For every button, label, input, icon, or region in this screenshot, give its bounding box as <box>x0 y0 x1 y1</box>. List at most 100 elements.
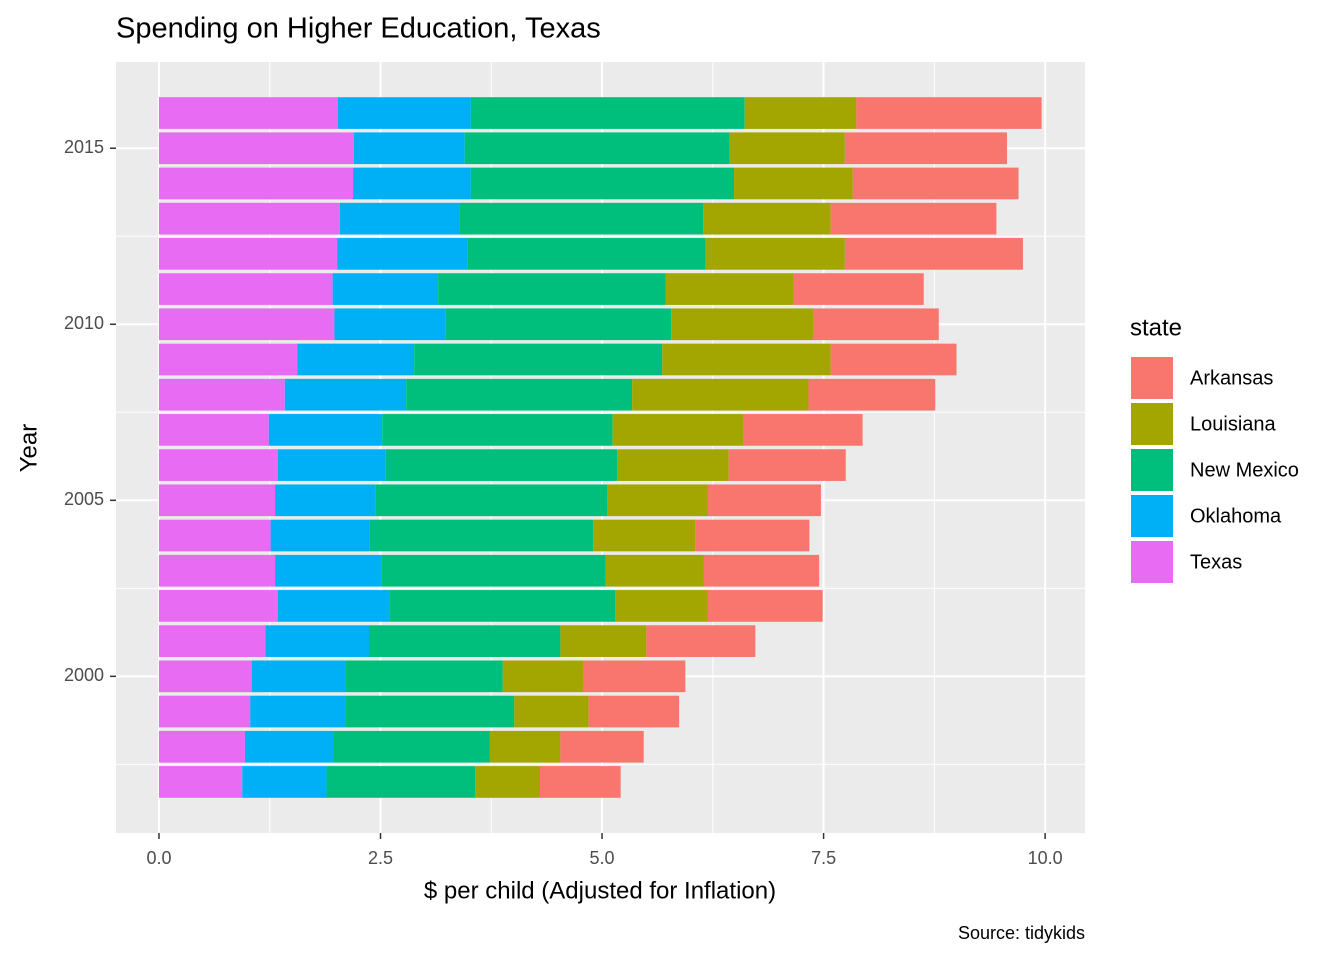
bar-segment <box>353 132 465 165</box>
bar-segment <box>277 590 390 622</box>
bar-segment <box>605 554 704 587</box>
bar-segment <box>703 554 820 587</box>
bar-segment <box>158 343 298 376</box>
bar-segment <box>470 97 745 129</box>
bar-segment <box>375 484 608 517</box>
bar-segment <box>158 167 354 200</box>
bar-segment <box>345 660 503 693</box>
bar-segment <box>158 378 285 411</box>
bar-segment <box>158 132 354 165</box>
bar-segment <box>615 590 708 622</box>
bar-segment <box>514 695 589 728</box>
bar-segment <box>844 238 1023 270</box>
bar-segment <box>158 766 243 798</box>
x-tick-label: 0.0 <box>146 848 171 868</box>
bar-segment <box>844 132 1008 165</box>
bar-segment <box>414 343 663 376</box>
bar-segment <box>464 132 730 165</box>
bar-segment <box>339 202 460 235</box>
bar-segment <box>489 730 561 763</box>
y-tick-label: 2000 <box>64 665 104 685</box>
caption: Source: tidykids <box>958 923 1085 943</box>
bar-segment <box>158 414 269 446</box>
bar-segment <box>729 132 845 165</box>
bar-segment <box>326 766 476 798</box>
bar-segment <box>158 695 251 728</box>
bar-segment <box>265 625 369 657</box>
bar-segment <box>244 730 334 763</box>
bar-segment <box>830 202 997 235</box>
bar-segment <box>158 449 278 481</box>
bar-segment <box>852 167 1019 200</box>
bar-segment <box>662 343 831 376</box>
legend-key <box>1131 403 1173 445</box>
bar-segment <box>275 484 376 517</box>
bar-segment <box>297 343 415 376</box>
bar-segment <box>793 273 924 305</box>
bar-segment <box>158 484 276 517</box>
bar-segment <box>385 449 618 481</box>
bar-segment <box>158 202 340 235</box>
bar-segment <box>277 449 386 481</box>
bar-segment <box>707 484 821 517</box>
bar-segment <box>158 590 278 622</box>
legend-label: Arkansas <box>1190 367 1273 389</box>
bar-segment <box>705 238 845 270</box>
bar-segment <box>381 554 606 587</box>
bar-segment <box>856 97 1042 129</box>
bar-segment <box>812 308 939 341</box>
bar-segment <box>540 766 621 798</box>
bar-segment <box>158 660 253 693</box>
bar-segment <box>560 625 647 657</box>
bar-segment <box>612 414 744 446</box>
x-tick-label: 2.5 <box>368 848 393 868</box>
bar-segment <box>268 414 383 446</box>
bar-segment <box>695 519 810 552</box>
x-tick-label: 10.0 <box>1028 848 1063 868</box>
bar-segment <box>369 519 594 552</box>
bar-segment <box>665 273 794 305</box>
bar-segment <box>389 590 616 622</box>
legend: Arkansas Louisiana New Mexico Oklahoma Texas <box>1131 357 1299 583</box>
chart-title: Spending on Higher Education, Texas <box>116 13 601 45</box>
y-axis-label: Year <box>15 424 42 473</box>
bar-segment <box>744 97 857 129</box>
x-tick-label: 7.5 <box>811 848 836 868</box>
bar-segment <box>445 308 672 341</box>
legend-key <box>1131 357 1173 399</box>
bar-segment <box>252 660 346 693</box>
y-tick-label: 2015 <box>64 137 104 157</box>
legend-key <box>1131 541 1173 583</box>
bar-segment <box>158 308 335 341</box>
bar-segment <box>728 449 846 481</box>
x-axis-label: $ per child (Adjusted for Inflation) <box>424 877 776 904</box>
bar-segment <box>459 202 704 235</box>
bar-segment <box>337 97 471 129</box>
bars <box>158 97 1042 798</box>
bar-segment <box>333 730 490 763</box>
legend-label: Texas <box>1190 551 1242 573</box>
bar-segment <box>470 167 735 200</box>
bar-segment <box>158 625 266 657</box>
legend-label: Oklahoma <box>1190 505 1282 527</box>
bar-segment <box>707 590 823 622</box>
bar-segment <box>332 273 439 305</box>
bar-segment <box>382 414 613 446</box>
bar-segment <box>158 273 333 305</box>
bar-segment <box>242 766 327 798</box>
bar-segment <box>583 660 686 693</box>
bar-segment <box>646 625 756 657</box>
bar-segment <box>734 167 853 200</box>
bar-segment <box>830 343 957 376</box>
bar-segment <box>158 519 271 552</box>
bar-segment <box>337 238 468 270</box>
bar-segment <box>250 695 346 728</box>
x-tick-label: 5.0 <box>590 848 615 868</box>
y-tick-label: 2005 <box>64 489 104 509</box>
bar-segment <box>334 308 446 341</box>
bar-segment <box>593 519 696 552</box>
bar-segment <box>368 625 561 657</box>
bar-segment <box>808 378 936 411</box>
